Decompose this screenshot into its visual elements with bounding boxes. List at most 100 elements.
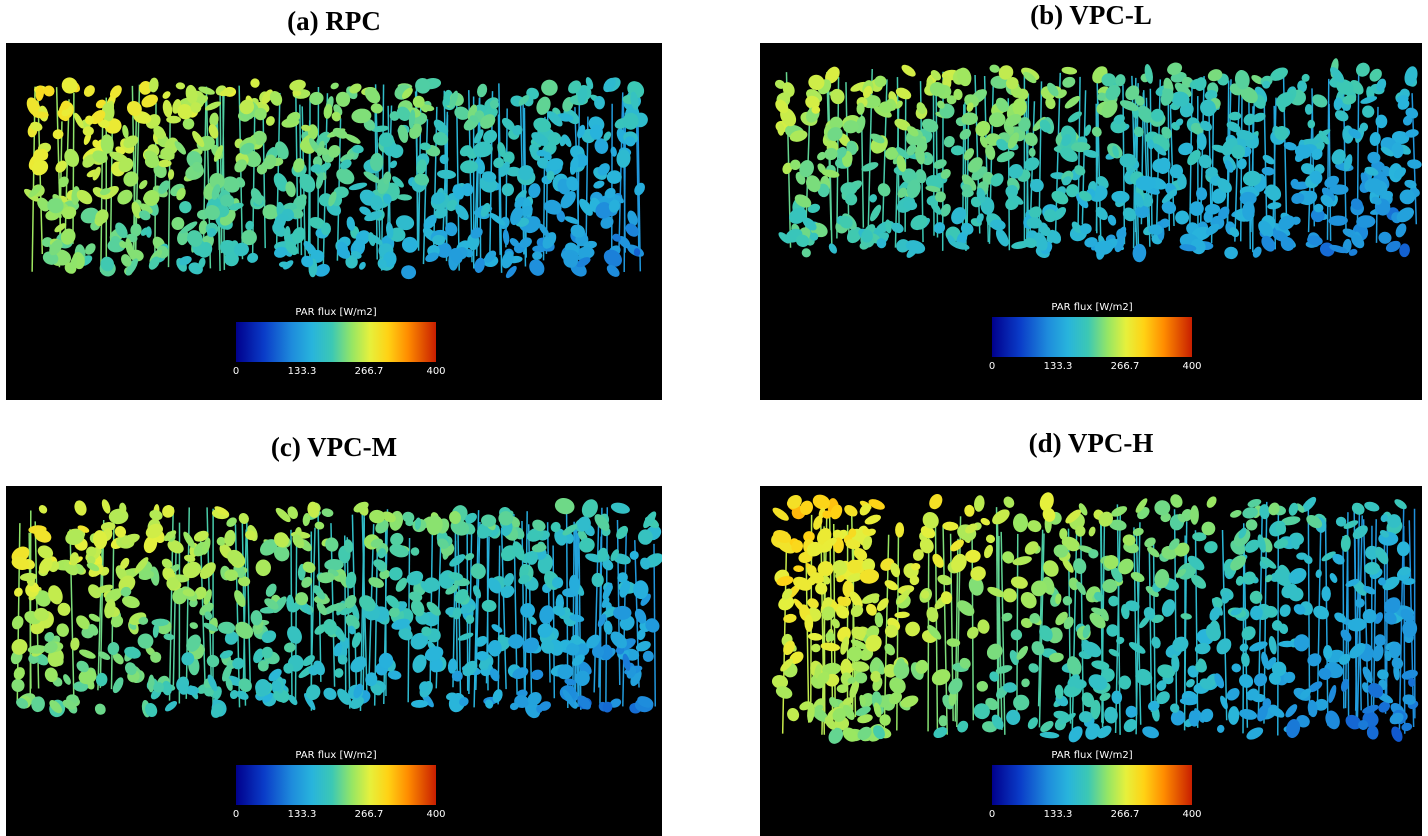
leaf: [454, 106, 470, 120]
leaf: [183, 554, 196, 563]
leaf: [1135, 205, 1150, 219]
leaf: [1268, 502, 1280, 516]
leaf: [1055, 593, 1062, 605]
leaf: [950, 539, 964, 552]
leaf: [920, 525, 936, 539]
leaf: [1088, 526, 1096, 537]
leaf: [1393, 167, 1406, 179]
leaf: [76, 615, 90, 630]
leaf: [1307, 699, 1318, 718]
leaf: [1364, 178, 1383, 193]
leaf: [167, 539, 184, 554]
leaf: [306, 684, 321, 701]
leaf: [782, 162, 793, 175]
leaf: [1267, 202, 1282, 210]
leaf: [1366, 725, 1379, 740]
leaf: [809, 232, 819, 241]
leaf: [445, 584, 459, 595]
leaf: [860, 648, 874, 661]
leaf: [824, 716, 836, 730]
plant-stem: [1353, 503, 1358, 725]
plant-stem: [241, 519, 247, 706]
leaf: [773, 530, 792, 543]
leaf: [865, 634, 882, 652]
leaf: [1237, 158, 1247, 170]
leaf: [123, 135, 139, 149]
leaf: [1174, 542, 1190, 557]
leaf: [569, 155, 579, 175]
leaf: [1226, 121, 1241, 133]
leaf: [912, 549, 924, 561]
leaf: [328, 191, 337, 207]
leaf: [268, 668, 282, 682]
leaf: [915, 659, 929, 674]
leaf: [1261, 651, 1269, 669]
leaf: [996, 138, 1008, 151]
leaf: [935, 191, 946, 203]
leaf: [369, 509, 386, 524]
leaf: [429, 658, 443, 673]
leaf: [1084, 124, 1092, 136]
leaf: [1405, 129, 1419, 138]
leaf: [1348, 128, 1362, 139]
leaf: [1241, 626, 1256, 641]
leaf: [783, 613, 797, 623]
leaf: [946, 95, 957, 105]
leaf: [476, 650, 489, 661]
leaf: [324, 558, 344, 571]
leaf: [209, 172, 225, 189]
leaf: [640, 557, 651, 570]
leaf: [865, 95, 881, 109]
leaf: [250, 188, 263, 205]
leaf: [815, 582, 828, 595]
leaf: [28, 184, 42, 198]
leaf: [1113, 114, 1125, 124]
leaf: [234, 590, 246, 607]
leaf: [536, 96, 551, 115]
leaf: [1362, 105, 1375, 118]
leaf: [32, 111, 49, 119]
leaf: [69, 552, 80, 566]
leaf: [594, 514, 610, 531]
leaf: [597, 163, 610, 176]
leaf: [247, 252, 259, 263]
leaf: [970, 566, 986, 581]
leaf: [1285, 704, 1298, 718]
leaf: [493, 157, 505, 168]
leaf: [1111, 506, 1128, 517]
leaf: [577, 695, 591, 710]
leaf: [1361, 682, 1370, 693]
leaf: [1273, 538, 1289, 549]
leaf: [817, 671, 830, 685]
leaf: [30, 621, 45, 635]
leaf: [104, 118, 122, 134]
leaf: [335, 91, 351, 107]
leaf: [577, 516, 591, 532]
leaf: [1065, 509, 1082, 524]
leaf: [1401, 722, 1413, 732]
leaf: [437, 169, 456, 180]
leaf: [161, 680, 172, 696]
leaf: [1063, 616, 1074, 630]
leaf: [1262, 698, 1272, 709]
leaf: [1293, 634, 1310, 652]
leaf: [636, 629, 646, 641]
leaf: [990, 173, 1004, 187]
plant-stem: [309, 527, 316, 707]
plant-stem: [781, 531, 788, 734]
leaf: [822, 597, 833, 608]
leaf: [149, 509, 163, 521]
leaf: [1396, 541, 1410, 557]
plant-stem: [475, 521, 481, 690]
legend-title: PAR flux [W/m2]: [295, 750, 377, 761]
leaf: [536, 149, 547, 157]
leaf: [1402, 578, 1416, 586]
leaf: [897, 187, 907, 198]
leaf: [1242, 571, 1256, 585]
leaf: [38, 505, 48, 514]
leaf: [622, 112, 639, 130]
leaf: [505, 265, 517, 279]
legend-title: PAR flux [W/m2]: [1051, 302, 1133, 313]
leaf: [11, 556, 30, 571]
leaf: [836, 684, 849, 694]
